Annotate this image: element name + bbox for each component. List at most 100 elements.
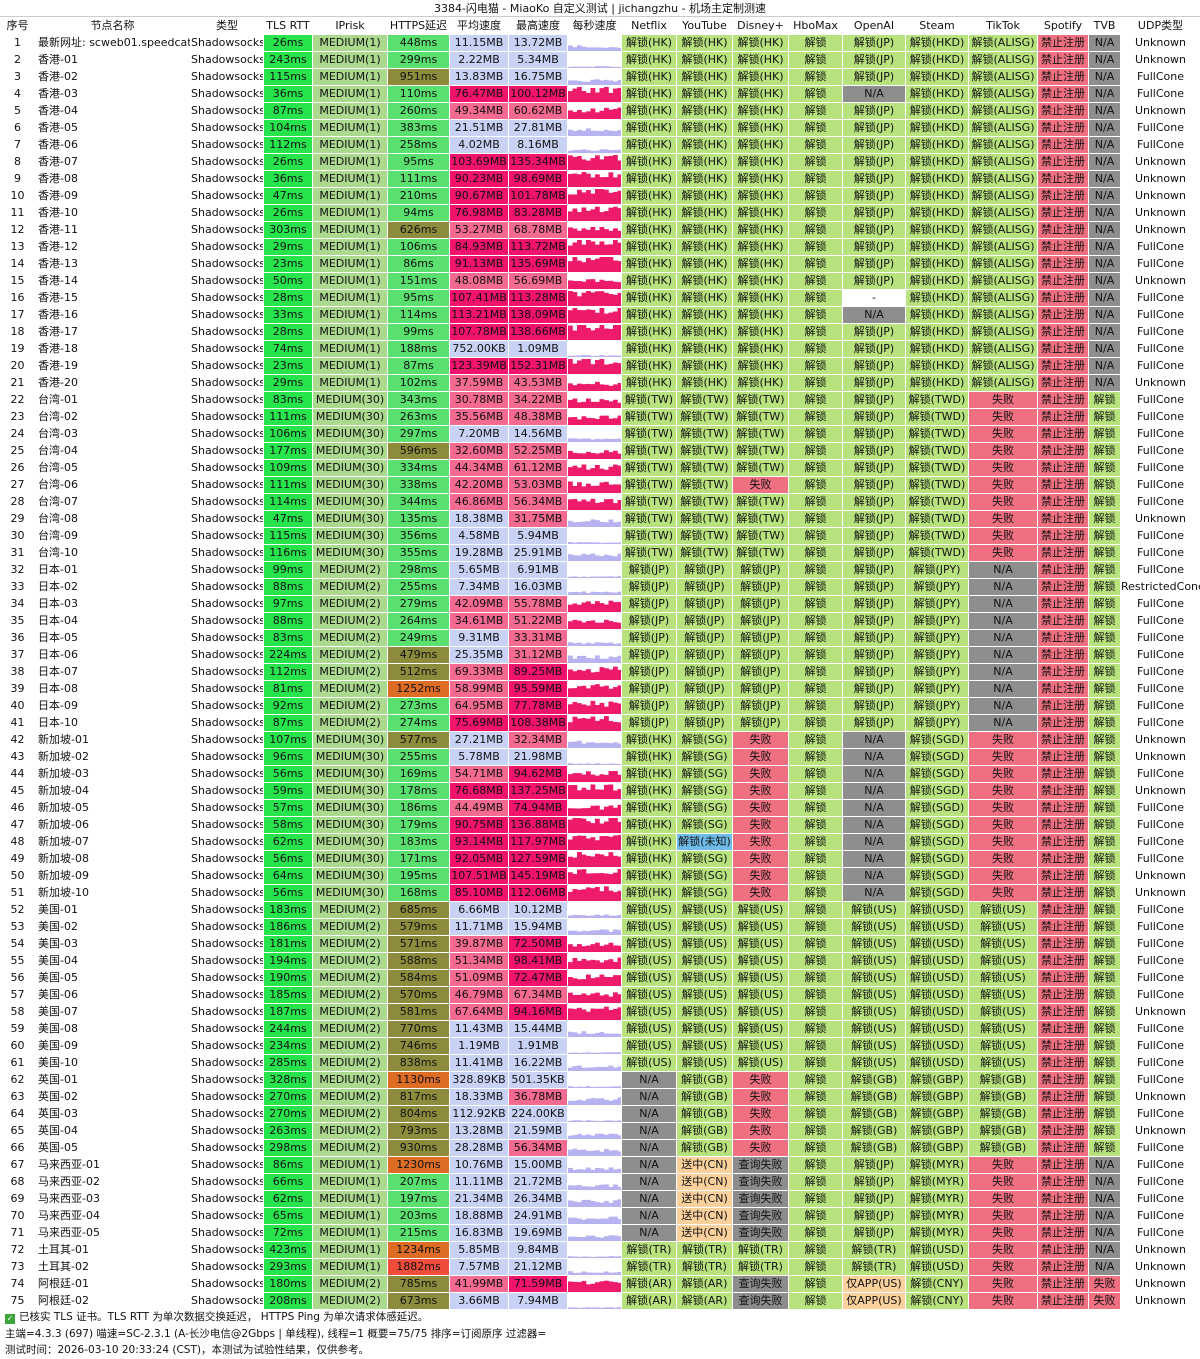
speed-bar — [581, 818, 587, 833]
cell-openai: 解锁(JP) — [842, 493, 906, 511]
cell-avg-speed: 37.59MB — [449, 374, 509, 392]
cell-hbomax: 解锁 — [788, 646, 843, 664]
speed-bar — [595, 1120, 600, 1122]
cell-youtube: 解锁(SG) — [676, 867, 733, 885]
speed-bar — [608, 66, 614, 68]
cell-youtube: 解锁(JP) — [676, 714, 733, 732]
cell-avg-speed: 4.58MB — [449, 527, 509, 545]
cell-spotify: 禁止注册 — [1037, 323, 1089, 341]
cell-node-name: 香港-12 — [34, 238, 191, 256]
speed-bar — [577, 576, 582, 578]
cell-openai: 解锁(JP) — [842, 459, 906, 477]
speed-bar — [595, 542, 600, 544]
cell-https: 102ms — [387, 374, 450, 392]
cell-tiktok: 失败 — [968, 1156, 1038, 1174]
cell-udp: FullCone — [1120, 714, 1200, 732]
cell-udp: FullCone — [1120, 85, 1200, 103]
per-second-sparkline — [568, 481, 621, 493]
cell-iprisk: MEDIUM(30) — [312, 833, 388, 851]
speed-bar — [608, 771, 614, 782]
cell-tls-rtt: 57ms — [263, 799, 313, 817]
cell-netflix: 解锁(HK) — [621, 272, 677, 290]
cell-openai: 解锁(JP) — [842, 561, 906, 579]
cell-spotify: 禁止注册 — [1037, 136, 1089, 154]
cell-spotify: 禁止注册 — [1037, 442, 1089, 460]
speed-bar — [581, 1169, 587, 1173]
cell-udp: Unknown — [1120, 782, 1200, 800]
speed-bar — [586, 483, 591, 493]
speed-bar — [613, 961, 618, 969]
speed-bar — [604, 784, 609, 799]
speed-bar — [577, 1033, 582, 1037]
speed-bar — [568, 1120, 573, 1122]
cell-tvb: 解锁 — [1088, 1122, 1121, 1140]
cell-steam: 解锁(USD) — [905, 986, 969, 1004]
cell-type: Shadowsocks — [190, 493, 264, 511]
cell-per-second — [567, 510, 622, 528]
speed-bar — [595, 555, 600, 561]
table-row: 43 新加坡-02 Shadowsocks 96ms MEDIUM(30) 255ms 5.… — [0, 748, 1200, 766]
cell-disney: 解锁(HK) — [732, 153, 789, 171]
cell-type: Shadowsocks — [190, 1190, 264, 1208]
speed-bar — [604, 469, 609, 476]
cell-youtube: 解锁(SG) — [676, 884, 733, 902]
cell-node-name: 美国-04 — [34, 952, 191, 970]
cell-iprisk: MEDIUM(2) — [312, 714, 388, 732]
cell-https: 581ms — [387, 1003, 450, 1021]
cell-type: Shadowsocks — [190, 561, 264, 579]
speed-bar — [577, 45, 582, 51]
speed-bar — [599, 1272, 605, 1275]
cell-per-second — [567, 816, 622, 834]
speed-bar — [617, 975, 621, 986]
cell-https: 1234ms — [387, 1241, 450, 1259]
speed-bar — [595, 1218, 600, 1224]
speed-bar — [590, 1150, 596, 1156]
cell-per-second — [567, 272, 622, 290]
speed-bar — [581, 946, 587, 952]
cell-max-speed: 135.69MB — [508, 255, 568, 273]
cell-avg-speed: 93.14MB — [449, 833, 509, 851]
speed-bar — [595, 601, 600, 612]
cell-steam: 解锁(USD) — [905, 1258, 969, 1276]
speed-bar — [608, 1086, 614, 1088]
speed-bar — [617, 763, 621, 765]
cell-disney: 查询失败 — [732, 1275, 789, 1293]
speed-bar — [613, 149, 618, 153]
cell-openai: 解锁(US) — [842, 918, 906, 936]
speed-bar — [572, 978, 578, 986]
cell-tls-rtt: 88ms — [263, 578, 313, 596]
speed-bar — [568, 542, 573, 544]
speed-bar — [604, 1307, 609, 1309]
cell-per-second — [567, 561, 622, 579]
cell-https: 255ms — [387, 748, 450, 766]
cell-node-name: 日本-03 — [34, 595, 191, 613]
cell-netflix: 解锁(HK) — [621, 204, 677, 222]
speed-bar — [595, 705, 600, 714]
speed-bar — [613, 1052, 618, 1054]
speed-bar — [617, 261, 621, 272]
cell-node-name: 英国-03 — [34, 1105, 191, 1123]
speed-bar — [572, 643, 578, 646]
cell-youtube: 解锁(SG) — [676, 816, 733, 834]
speed-bar — [613, 450, 618, 459]
speed-bar — [617, 355, 621, 357]
cell-iprisk: MEDIUM(2) — [312, 1020, 388, 1038]
cell-netflix: 解锁(HK) — [621, 34, 677, 52]
speed-bar — [568, 704, 573, 714]
footer-tls-text: 已核实 TLS 证书。TLS RTT 为单次数据交换延迟， HTTPS Ping… — [19, 1311, 429, 1323]
speed-bar — [586, 47, 591, 51]
cell-tvb: 解锁 — [1088, 952, 1121, 970]
speed-bar — [586, 995, 591, 1003]
per-second-sparkline — [568, 66, 621, 68]
cell-iprisk: MEDIUM(1) — [312, 119, 388, 137]
speed-bar — [608, 130, 614, 136]
cell-index: 66 — [0, 1139, 35, 1157]
cell-hbomax: 解锁 — [788, 153, 843, 171]
speed-bar — [604, 886, 609, 901]
cell-tiktok: 解锁(ALISG) — [968, 238, 1038, 256]
speed-bar — [581, 159, 587, 170]
cell-disney: 解锁(US) — [732, 986, 789, 1004]
cell-https: 1130ms — [387, 1071, 450, 1089]
cell-spotify: 禁止注册 — [1037, 187, 1089, 205]
speed-bar — [599, 1086, 605, 1088]
